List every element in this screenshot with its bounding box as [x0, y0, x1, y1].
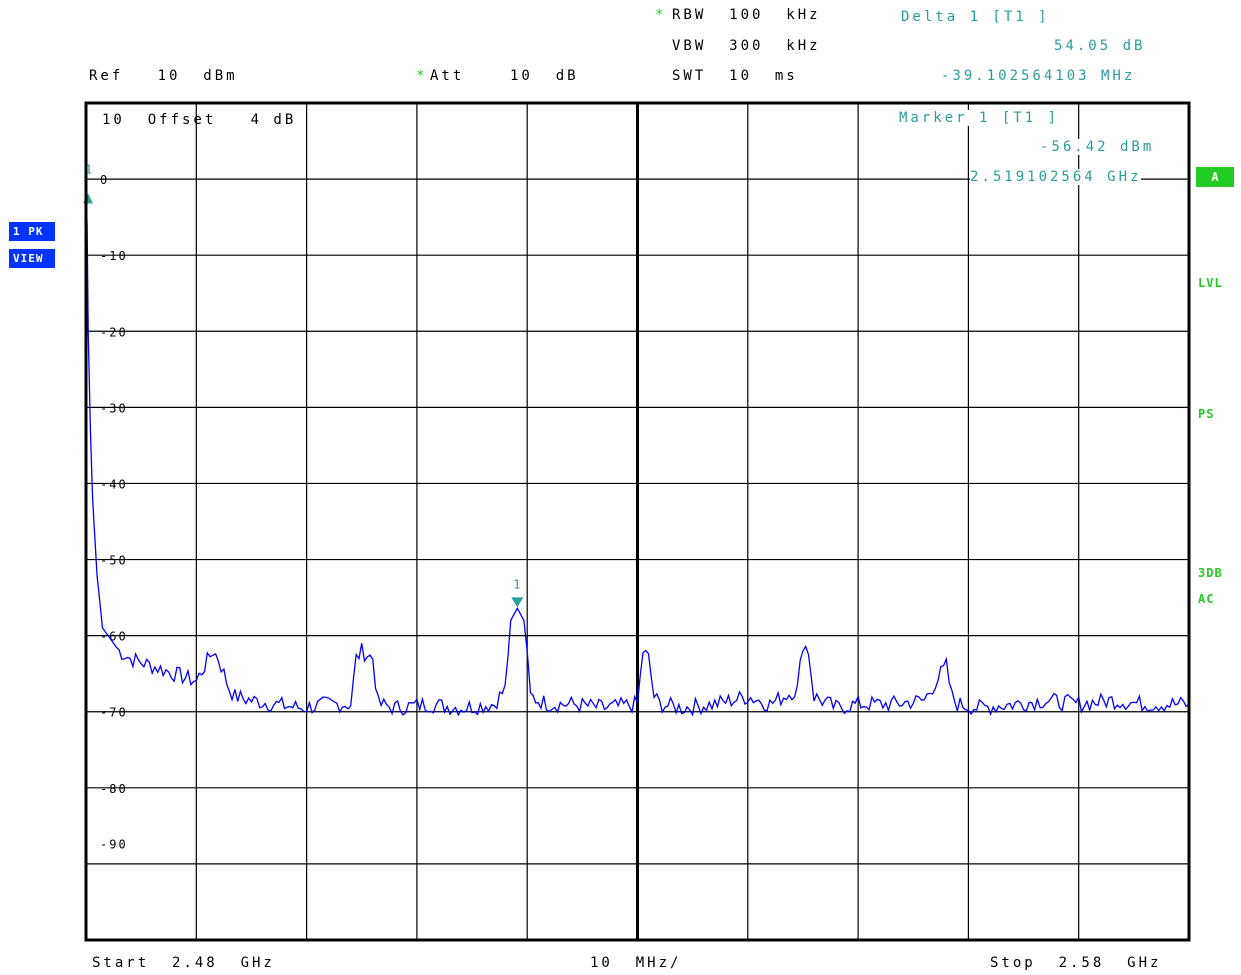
y-tick-label: -40 — [100, 477, 128, 491]
y-tick-label: -30 — [100, 401, 128, 415]
trace-pk-badge[interactable]: 1 PK — [9, 222, 55, 241]
3db-label: 3DB — [1198, 566, 1223, 580]
offset-label: 10 Offset 4 dB — [102, 112, 297, 128]
view-badge[interactable]: VIEW — [9, 249, 55, 268]
ps-label: PS — [1198, 407, 1215, 421]
lvl-label: LVL — [1198, 276, 1223, 290]
swt-readout: SWT 10 ms — [672, 68, 798, 84]
y-tick-label: -10 — [100, 249, 128, 263]
ref-level: Ref 10 dBm — [89, 68, 238, 84]
y-tick-label: 0 — [100, 173, 109, 187]
attenuation: Att 10 dB — [430, 68, 579, 84]
ac-label: AC — [1198, 592, 1215, 606]
plot-frame — [84, 101, 1191, 942]
frequency-per-division: 10 MHz/ — [590, 955, 682, 971]
grid — [86, 103, 1189, 940]
rbw-star: * — [655, 7, 667, 23]
start-frequency: Start 2.48 GHz — [92, 955, 275, 971]
y-tick-label: -60 — [100, 630, 128, 644]
delta-title: Delta 1 [T1 ] — [901, 9, 1050, 25]
vbw-readout: VBW 300 kHz — [672, 38, 821, 54]
stop-frequency: Stop 2.58 GHz — [990, 955, 1162, 971]
trace-a-badge: A — [1196, 167, 1234, 187]
delta-frequency: -39.102564103 MHz — [941, 68, 1136, 84]
rbw-readout: RBW 100 kHz — [672, 7, 821, 23]
marker-label: 1 — [513, 577, 520, 591]
y-tick-label: -70 — [100, 706, 128, 720]
marker-level: -56.42 dBm — [1040, 139, 1155, 155]
y-tick-labels: 0 -10 -20 -30 -40 -50 -60 -70 -80 -90 — [100, 173, 128, 852]
markers: 11 — [83, 162, 524, 608]
y-tick-label: -20 — [100, 325, 128, 339]
marker-triangle — [511, 597, 524, 608]
y-tick-label: -50 — [100, 554, 128, 568]
marker-frequency: 2.519102564 GHz — [970, 169, 1142, 185]
att-star: * — [416, 68, 428, 84]
delta-level: 54.05 dB — [1054, 38, 1146, 54]
marker-title: Marker 1 [T1 ] — [899, 110, 1060, 126]
marker-label: 1 — [85, 162, 92, 176]
y-tick-label: -90 — [100, 838, 128, 852]
spectrum-trace — [85, 197, 1190, 717]
y-tick-label: -80 — [100, 782, 128, 796]
